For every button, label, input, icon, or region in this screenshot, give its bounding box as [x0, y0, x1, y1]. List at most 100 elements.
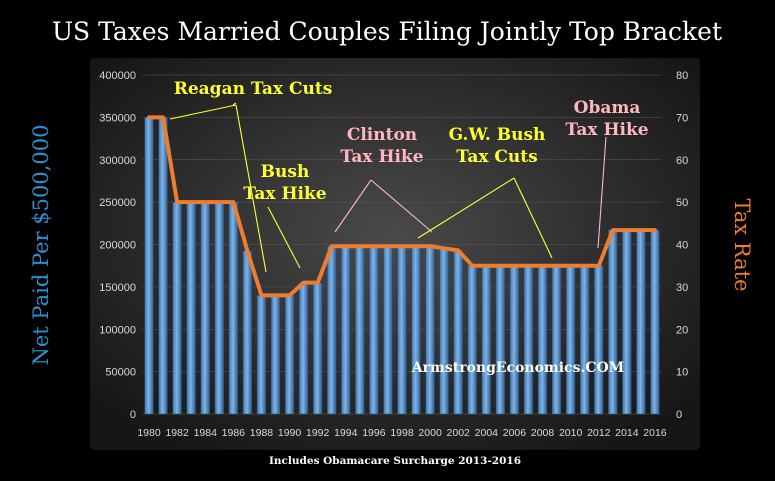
- right-axis-ticks: 0 10 20 30 40 50 60 70 80: [676, 70, 688, 421]
- bar: [270, 295, 281, 415]
- annotation-label: Bush: [261, 162, 310, 182]
- left-tick-label: 100000: [99, 324, 136, 336]
- bar: [397, 245, 407, 415]
- bar: [284, 295, 295, 415]
- x-tick-label: 1984: [194, 427, 218, 439]
- annotation-label: Tax Hike: [565, 120, 648, 140]
- x-tick-label: 2016: [643, 427, 667, 439]
- left-tick-label: 250000: [99, 197, 136, 209]
- left-axis-label: Net Paid Per $500,000: [29, 125, 53, 366]
- bar: [425, 245, 435, 415]
- left-tick-label: 400000: [99, 70, 136, 82]
- bar: [172, 201, 182, 415]
- annotation-label: Obama: [574, 98, 641, 118]
- left-tick-label: 300000: [99, 155, 136, 167]
- annotation-pointer: [267, 206, 301, 269]
- annotation-label: Tax Hike: [243, 184, 326, 204]
- right-tick-label: 10: [676, 367, 688, 379]
- bar: [158, 117, 168, 415]
- chart-title: US Taxes Married Couples Filing Jointly …: [52, 17, 722, 46]
- bar: [327, 245, 337, 415]
- bar: [650, 229, 660, 415]
- watermark: ArmstrongEconomics.COM: [411, 360, 624, 376]
- annotation-label: Reagan Tax Cuts: [174, 79, 333, 99]
- bar: [453, 250, 463, 415]
- right-tick-label: 80: [676, 70, 688, 82]
- plot-area: [90, 58, 700, 450]
- x-tick-label: 2002: [447, 427, 471, 439]
- annotation-pointer: [169, 104, 237, 120]
- left-tick-label: 50000: [105, 367, 136, 379]
- annotation-label: Tax Hike: [340, 147, 423, 167]
- annotation-pointer: [334, 179, 372, 233]
- bar: [481, 265, 491, 415]
- left-tick-label: 200000: [99, 240, 136, 252]
- right-axis-label: Tax Rate: [730, 198, 754, 291]
- bar: [299, 282, 309, 415]
- bar: [144, 117, 154, 415]
- x-tick-label: 1990: [278, 427, 302, 439]
- bar: [200, 201, 210, 415]
- left-tick-label: 0: [130, 409, 136, 421]
- x-tick-label: 2008: [531, 427, 555, 439]
- x-tick-label: 2004: [475, 427, 499, 439]
- bar: [313, 282, 323, 415]
- right-tick-label: 40: [676, 240, 688, 252]
- bar: [467, 265, 477, 415]
- bar: [495, 265, 505, 415]
- x-tick-label: 2000: [418, 427, 442, 439]
- x-tick-label: 1982: [165, 427, 189, 439]
- bar: [383, 245, 393, 415]
- right-tick-label: 20: [676, 324, 688, 336]
- bar: [411, 245, 421, 415]
- left-axis-ticks: 0 50000 100000 150000 200000 250000 300000 3500…: [99, 70, 136, 421]
- left-tick-label: 350000: [99, 112, 136, 124]
- tax-rate-path: [147, 115, 657, 298]
- right-tick-label: 60: [676, 155, 688, 167]
- tax-rate-line: [147, 115, 657, 298]
- bar: [580, 265, 590, 415]
- x-tick-label: 1988: [250, 427, 274, 439]
- bar: [228, 201, 238, 415]
- bar: [566, 265, 576, 415]
- annotation-pointer: [597, 136, 607, 249]
- x-tick-label: 2014: [615, 427, 639, 439]
- x-tick-label: 2012: [587, 427, 611, 439]
- bar: [355, 245, 365, 415]
- annotation-pointer: [232, 102, 237, 106]
- right-tick-label: 70: [676, 112, 688, 124]
- annotation-label: Tax Cuts: [456, 147, 537, 167]
- right-tick-label: 50: [676, 197, 688, 209]
- bar: [439, 248, 449, 415]
- bar: [509, 265, 520, 415]
- right-tick-label: 30: [676, 282, 688, 294]
- x-tick-label: 1996: [362, 427, 386, 439]
- x-tick-label: 1992: [306, 427, 330, 439]
- bar: [369, 245, 379, 415]
- footnote: Includes Obamacare Surcharge 2013-2016: [269, 455, 521, 467]
- annotation-label: Clinton: [347, 125, 417, 145]
- x-tick-label: 1986: [222, 427, 246, 439]
- x-tick-label: 1998: [390, 427, 414, 439]
- x-tick-label: 2006: [503, 427, 527, 439]
- x-tick-label: 1994: [334, 427, 358, 439]
- bar: [636, 229, 646, 415]
- bar: [242, 250, 253, 415]
- annotation-label: G.W. Bush: [449, 125, 546, 145]
- bar: [537, 265, 548, 415]
- annotation-pointer: [235, 104, 267, 273]
- left-tick-label: 150000: [99, 282, 136, 294]
- annotation-pointer: [370, 179, 433, 233]
- bar: [608, 229, 618, 415]
- bar: [551, 265, 562, 415]
- bar: [622, 229, 632, 415]
- bar: [523, 265, 534, 415]
- bar: [594, 265, 604, 415]
- bar: [186, 201, 196, 415]
- right-tick-label: 0: [676, 409, 682, 421]
- annotation-pointer: [513, 177, 553, 259]
- bar: [214, 201, 224, 415]
- x-axis-ticks: 1980 1982 1984 1986 1988 1990 1992 1994 1996 1998…: [137, 427, 666, 439]
